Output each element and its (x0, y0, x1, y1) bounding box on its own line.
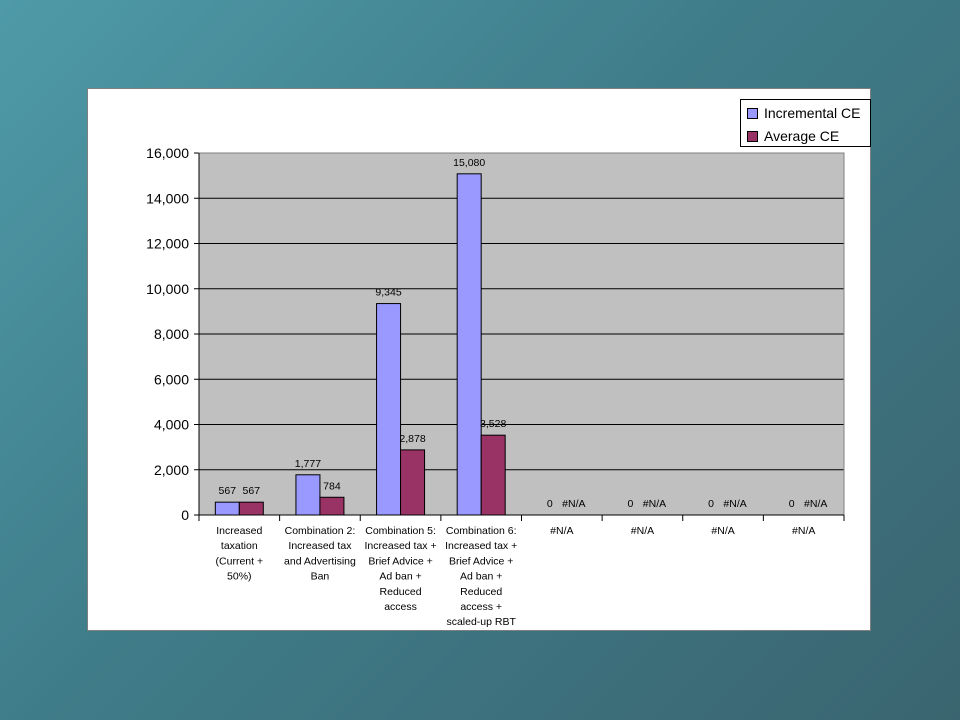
bar-average (238, 501, 264, 516)
bar-average (480, 434, 506, 516)
y-tick-label: 12,000 (146, 236, 189, 252)
data-label-average: #N/A (643, 498, 666, 510)
y-tick-label: 6,000 (154, 371, 189, 387)
y-tick-label: 2,000 (154, 462, 189, 478)
x-category-label: #N/A (631, 525, 654, 537)
legend-label-incremental: Incremental CE (764, 105, 861, 121)
bar-incremental (456, 173, 482, 516)
data-label-incremental: 0 (789, 498, 795, 510)
legend-entry-average: Average CE (741, 126, 839, 146)
data-label-incremental: 1,777 (295, 458, 321, 470)
data-label-average: 567 (243, 485, 261, 497)
data-label-average: #N/A (723, 498, 746, 510)
y-tick-label: 4,000 (154, 417, 189, 433)
data-label-incremental: 0 (628, 498, 634, 510)
chart-frame: 0 2,000 4,000 6,000 8,000 10,000 12,000 14,000 1… (87, 88, 871, 631)
x-category-label: #N/A (792, 525, 815, 537)
x-category-label: #N/A (711, 525, 734, 537)
bar-incremental (295, 474, 321, 516)
x-category-label: #N/A (550, 525, 573, 537)
data-label-average: 784 (323, 480, 341, 492)
legend-label-average: Average CE (764, 128, 840, 144)
data-label-incremental: 0 (547, 498, 553, 510)
y-tick-label: 16,000 (146, 145, 189, 161)
data-label-incremental: 15,080 (453, 157, 485, 169)
bar-average (400, 449, 426, 516)
data-label-average: 2,878 (399, 433, 425, 445)
chart-legend: Incremental CE Average CE (740, 99, 871, 147)
y-tick-label: 8,000 (154, 326, 189, 342)
data-label-average: #N/A (804, 498, 827, 510)
y-tick-label: 0 (181, 507, 189, 523)
bar-incremental (214, 501, 240, 516)
data-label-average: 3,528 (480, 418, 506, 430)
legend-entry-incremental: Incremental CE (741, 103, 860, 123)
legend-swatch-average (747, 130, 758, 142)
x-category-label: Combination 6: Increased tax + Brief Advic… (445, 525, 517, 628)
x-category-label: Increased taxation (Current +50%) (216, 525, 264, 583)
x-category-label: Combination 5: Increased tax + Brief Advic… (365, 525, 437, 613)
bar-incremental (376, 303, 402, 516)
data-label-average: #N/A (562, 498, 585, 510)
bar-average (319, 496, 345, 516)
data-label-incremental: 0 (708, 498, 714, 510)
data-label-incremental: 9,345 (375, 287, 401, 299)
legend-swatch-incremental (747, 107, 758, 119)
y-tick-label: 10,000 (146, 281, 189, 297)
x-category-label: Combination 2: Increased tax and Advertisi… (284, 525, 356, 583)
y-tick-label: 14,000 (146, 190, 189, 206)
data-label-incremental: 567 (219, 485, 237, 497)
bar-chart: 0 2,000 4,000 6,000 8,000 10,000 12,000 14,000 1… (146, 145, 845, 628)
